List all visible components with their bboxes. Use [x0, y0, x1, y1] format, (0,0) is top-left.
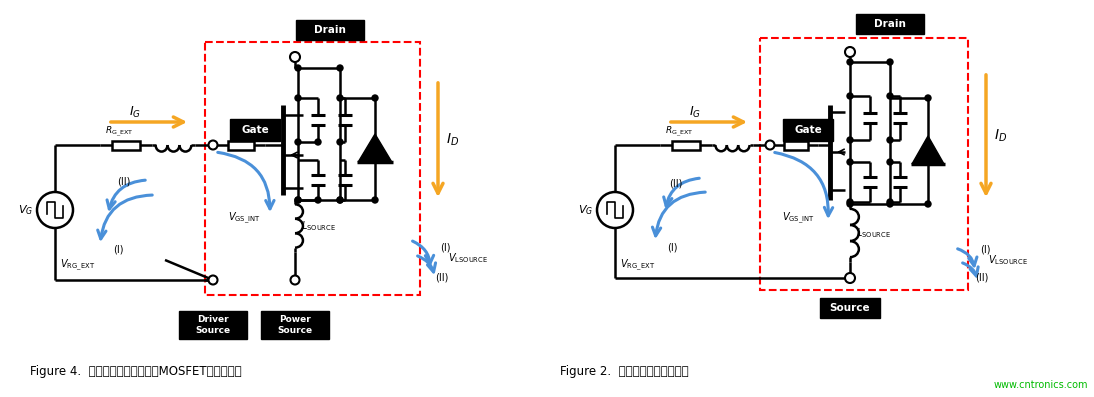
- Circle shape: [291, 276, 300, 285]
- Text: (I): (I): [440, 242, 451, 252]
- Bar: [205, 42, 420, 295]
- Circle shape: [887, 59, 893, 65]
- Circle shape: [295, 197, 301, 203]
- Bar: [228, 141, 254, 150]
- Text: Drain: Drain: [314, 25, 346, 35]
- Text: $V_G$: $V_G$: [578, 203, 593, 217]
- Circle shape: [372, 95, 379, 101]
- Bar: [179, 311, 247, 339]
- Text: $I_D$: $I_D$: [994, 128, 1008, 144]
- Circle shape: [37, 192, 73, 228]
- Bar: [261, 311, 329, 339]
- Polygon shape: [358, 134, 392, 162]
- Circle shape: [209, 141, 218, 150]
- Circle shape: [926, 95, 931, 101]
- Bar: [296, 20, 364, 40]
- Circle shape: [847, 59, 853, 65]
- Circle shape: [597, 192, 633, 228]
- Text: $I_G$: $I_G$: [129, 104, 141, 119]
- Circle shape: [887, 199, 893, 205]
- Text: (I): (I): [980, 245, 990, 255]
- Text: $V_{\mathsf{LSOURCE}}$: $V_{\mathsf{LSOURCE}}$: [449, 251, 488, 265]
- Bar: [230, 119, 280, 141]
- Text: Gate: Gate: [794, 125, 822, 135]
- Text: www.cntronics.com: www.cntronics.com: [993, 380, 1089, 390]
- Text: Power
Source: Power Source: [278, 315, 313, 335]
- Circle shape: [887, 201, 893, 207]
- Text: $I_G$: $I_G$: [689, 104, 701, 119]
- Text: Figure 4.  具有驱动器源极引脚的MOSFET的驱动电路: Figure 4. 具有驱动器源极引脚的MOSFET的驱动电路: [30, 366, 242, 378]
- Circle shape: [847, 201, 853, 207]
- Text: $V_G$: $V_G$: [18, 203, 33, 217]
- Text: $L_{\mathsf{SOURCE}}$: $L_{\mathsf{SOURCE}}$: [856, 226, 892, 240]
- Circle shape: [337, 139, 344, 145]
- Bar: [784, 141, 808, 150]
- Text: $R_{\mathsf{G\_EXT}}$: $R_{\mathsf{G\_EXT}}$: [105, 125, 133, 139]
- Text: Drain: Drain: [874, 19, 906, 29]
- Circle shape: [887, 137, 893, 143]
- Circle shape: [295, 65, 301, 71]
- Bar: [112, 141, 140, 150]
- Circle shape: [337, 197, 344, 203]
- Circle shape: [315, 139, 321, 145]
- Text: (I): (I): [666, 242, 677, 252]
- Text: (II): (II): [117, 177, 130, 187]
- Circle shape: [372, 197, 379, 203]
- Circle shape: [295, 139, 301, 145]
- Text: Gate: Gate: [241, 125, 269, 135]
- Text: (I): (I): [113, 245, 124, 255]
- Text: $R_{\mathsf{G\_EXT}}$: $R_{\mathsf{G\_EXT}}$: [665, 125, 694, 139]
- Text: $L_{\mathsf{SOURCE}}$: $L_{\mathsf{SOURCE}}$: [301, 219, 336, 233]
- Text: Figure 2.  开关工作过程中的电压: Figure 2. 开关工作过程中的电压: [560, 366, 688, 378]
- Circle shape: [209, 276, 218, 285]
- Circle shape: [887, 93, 893, 99]
- Circle shape: [845, 273, 856, 283]
- Circle shape: [295, 95, 301, 101]
- Polygon shape: [912, 136, 944, 164]
- Circle shape: [847, 137, 853, 143]
- Bar: [672, 141, 700, 150]
- Circle shape: [315, 197, 321, 203]
- Text: (II): (II): [668, 178, 682, 188]
- Bar: [856, 14, 924, 34]
- Text: $I_D$: $I_D$: [446, 132, 459, 148]
- Text: $V_{\mathsf{GS\_INT}}$: $V_{\mathsf{GS\_INT}}$: [782, 210, 815, 225]
- Text: $V_{\mathsf{RG\_EXT}}$: $V_{\mathsf{RG\_EXT}}$: [60, 257, 95, 273]
- Circle shape: [887, 159, 893, 165]
- Text: Driver
Source: Driver Source: [196, 315, 231, 335]
- Text: $V_{\mathsf{GS\_INT}}$: $V_{\mathsf{GS\_INT}}$: [228, 210, 261, 225]
- Circle shape: [845, 47, 856, 57]
- Circle shape: [295, 197, 301, 203]
- Circle shape: [290, 52, 300, 62]
- Circle shape: [337, 95, 344, 101]
- Bar: [760, 38, 968, 290]
- Circle shape: [926, 201, 931, 207]
- Circle shape: [766, 141, 775, 150]
- Circle shape: [847, 93, 853, 99]
- Circle shape: [337, 65, 344, 71]
- Circle shape: [847, 159, 853, 165]
- Bar: [820, 298, 880, 318]
- Bar: [783, 119, 833, 141]
- Text: $V_{\mathsf{RG\_EXT}}$: $V_{\mathsf{RG\_EXT}}$: [620, 257, 655, 273]
- Text: Source: Source: [829, 303, 871, 313]
- Text: $V_{\mathsf{LSOURCE}}$: $V_{\mathsf{LSOURCE}}$: [988, 253, 1028, 267]
- Text: (II): (II): [975, 273, 988, 283]
- Circle shape: [337, 197, 344, 203]
- Circle shape: [847, 199, 853, 205]
- Text: (II): (II): [435, 273, 449, 283]
